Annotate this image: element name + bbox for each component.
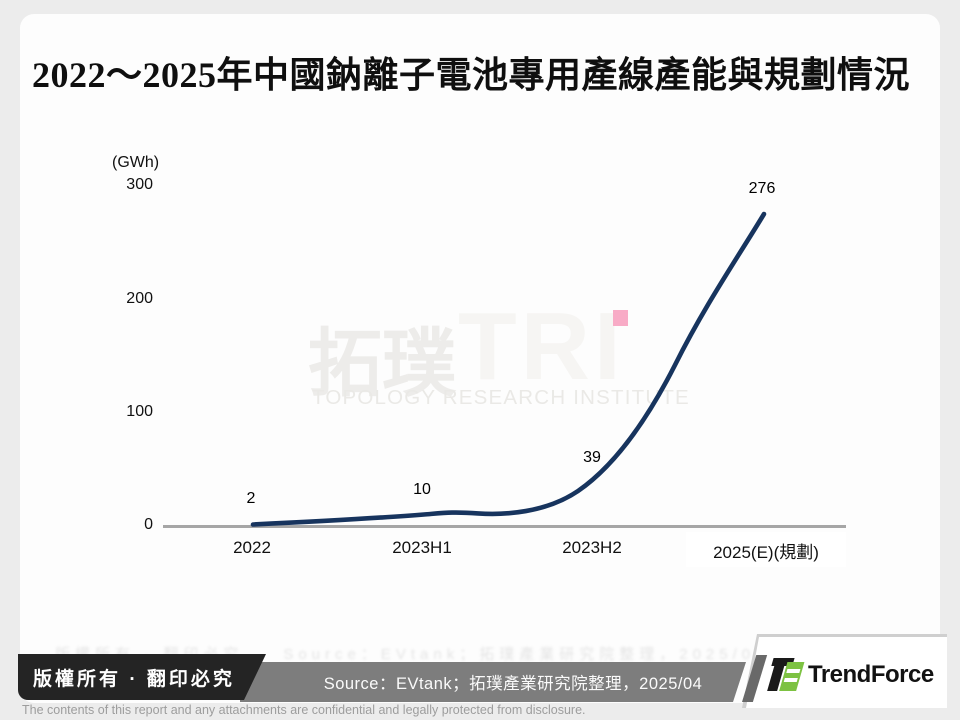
x-tick-2023h1: 2023H1 <box>392 538 452 557</box>
y-tick-100: 100 <box>126 403 153 420</box>
y-tick-0: 0 <box>144 516 153 533</box>
data-label-2022: 2 <box>246 490 256 507</box>
copyright-ribbon: 版權所有 · 翻印必究 <box>18 654 266 700</box>
source-bar: Source：EVtank；拓璞產業研究院整理，2025/04 <box>240 662 746 702</box>
watermark-pink-square-icon <box>613 310 628 326</box>
y-axis-unit-label: (GWh) <box>112 154 160 171</box>
watermark-tagline: TOPOLOGY RESEARCH INSTITUTE <box>312 386 690 409</box>
data-label-2023h2: 39 <box>583 449 601 466</box>
trendforce-wordmark: TrendForce <box>808 661 934 688</box>
x-tick-2023h2: 2023H2 <box>562 538 622 557</box>
data-label-2023h1: 10 <box>413 481 431 498</box>
data-label-2025e: 276 <box>748 180 776 197</box>
confidentiality-disclaimer: The contents of this report and any atta… <box>22 703 586 717</box>
x-axis-line <box>163 525 846 528</box>
x-tick-2022: 2022 <box>233 538 271 557</box>
x-label-highlight-box <box>686 532 846 567</box>
source-text: Source：EVtank；拓璞產業研究院整理，2025/04 <box>323 675 703 693</box>
x-tick-2025e: 2025(E)(規劃) <box>713 543 819 562</box>
y-tick-200: 200 <box>126 290 153 307</box>
page-title: 2022～2025年中國鈉離子電池專用產線產能與規劃情況 <box>32 55 911 95</box>
y-tick-300: 300 <box>126 176 153 193</box>
copyright-text: 版權所有 · 翻印必究 <box>33 668 235 690</box>
